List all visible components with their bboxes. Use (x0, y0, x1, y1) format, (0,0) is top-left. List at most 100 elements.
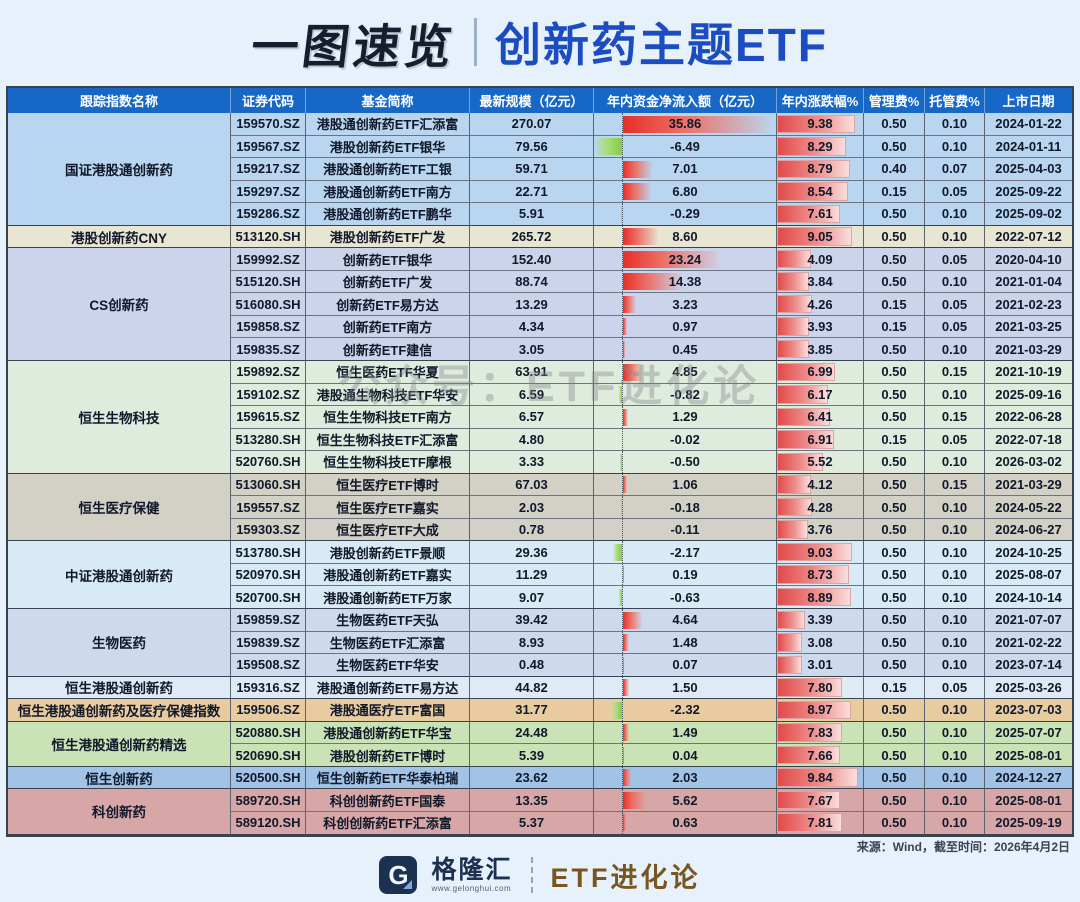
cell-value: 0.50 (881, 657, 907, 673)
cell-mgmt-fee: 0.50 (864, 789, 925, 812)
cell-value: 2024-06-27 (995, 522, 1062, 538)
inflow-bar-positive (623, 656, 624, 674)
cell-value: 2023-07-14 (995, 657, 1062, 673)
cell-code: 159892.SZ (231, 361, 306, 384)
cell-change: 8.29 (777, 135, 864, 159)
cell-list-date: 2021-07-07 (985, 609, 1072, 632)
cell-change: 4.09 (777, 248, 864, 271)
cell-value: 2022-07-18 (995, 431, 1062, 447)
cell-code: 589120.SH (231, 811, 306, 835)
cell-value: 港股通创新药ETF南方 (323, 184, 452, 200)
change-bar (777, 542, 852, 562)
cell-value: 159286.SZ (236, 206, 300, 222)
cell-fund-name: 港股创新药ETF博时 (306, 744, 470, 767)
cell-custody-fee: 0.05 (925, 248, 985, 271)
cell-custody-fee: 0.10 (925, 609, 985, 632)
cell-inflow: 6.80 (594, 180, 777, 204)
cell-value: 2025-09-22 (995, 183, 1062, 199)
cell-code: 513120.SH (231, 225, 306, 249)
cell-value: 生物医药ETF华安 (336, 658, 439, 674)
inflow-baseline (622, 609, 623, 631)
cell-change: 7.83 (777, 721, 864, 745)
cell-scale: 0.78 (470, 518, 594, 542)
cell-mgmt-fee: 0.50 (864, 451, 925, 474)
cell-list-date: 2020-04-10 (985, 248, 1072, 271)
group-name-cell: 生物医药 (8, 609, 231, 677)
change-bar (777, 520, 809, 539)
cell-custody-fee: 0.15 (925, 406, 985, 429)
cell-value: 3.01 (807, 657, 833, 673)
cell-value: 0.50 (881, 634, 907, 650)
inflow-bar-positive (623, 724, 630, 742)
cell-mgmt-fee: 0.50 (864, 654, 925, 677)
cell-scale: 13.29 (470, 293, 594, 316)
header-cell-0: 跟踪指数名称 (8, 88, 231, 113)
cell-inflow: 0.45 (594, 338, 777, 362)
cell-value: 2025-09-16 (995, 386, 1062, 402)
cell-list-date: 2022-07-12 (985, 225, 1072, 249)
cell-list-date: 2025-08-01 (985, 789, 1072, 812)
cell-code: 513280.SH (231, 428, 306, 452)
cell-list-date: 2024-10-14 (985, 586, 1072, 610)
cell-list-date: 2023-07-14 (985, 654, 1072, 677)
cell-value: 恒生生物科技ETF南方 (323, 410, 452, 426)
cell-value: 2025-08-01 (995, 792, 1062, 808)
inflow-baseline (622, 766, 623, 789)
cell-value: 24.48 (515, 725, 548, 741)
cell-value: 恒生医疗ETF博时 (336, 478, 439, 494)
cell-custody-fee: 0.15 (925, 361, 985, 384)
cell-inflow: -0.11 (594, 518, 777, 542)
change-bar (777, 339, 809, 359)
title-subject: 创新药主题ETF (495, 19, 828, 71)
inflow-bar-negative (612, 701, 622, 719)
cell-code: 516080.SH (231, 293, 306, 316)
cell-inflow: -6.49 (594, 135, 777, 159)
cell-code: 589720.SH (231, 789, 306, 812)
cell-value: 6.59 (518, 386, 545, 402)
change-bar (777, 159, 850, 179)
cell-code: 159992.SZ (231, 248, 306, 271)
cell-code: 159508.SZ (231, 654, 306, 677)
cell-value: 0.04 (672, 747, 698, 763)
cell-code: 159567.SZ (231, 135, 306, 159)
change-bar (777, 723, 842, 742)
cell-value: 4.26 (807, 296, 833, 312)
cell-mgmt-fee: 0.40 (864, 158, 925, 181)
cell-value: 0.05 (941, 431, 968, 447)
cell-change: 7.81 (777, 811, 864, 835)
cell-value: 9.05 (807, 229, 833, 244)
cell-inflow: -0.82 (594, 383, 777, 407)
cell-value: 2021-01-04 (995, 274, 1062, 290)
change-bar (777, 587, 851, 607)
header-cell-1: 证券代码 (231, 88, 306, 113)
cell-inflow: 8.60 (594, 225, 777, 249)
cell-value: 0.50 (881, 409, 907, 425)
cell-fund-name: 恒生生物科技ETF南方 (306, 406, 470, 429)
cell-mgmt-fee: 0.50 (864, 113, 925, 136)
cell-value: 35.86 (668, 116, 702, 132)
cell-fund-name: 科创创新药ETF国泰 (306, 789, 470, 812)
cell-value: 恒生生物科技ETF摩根 (323, 455, 452, 471)
cell-scale: 5.37 (470, 811, 594, 835)
table-header-row: 跟踪指数名称 证券代码 基金简称 最新规模（亿元） 年内资金净流入额（亿元） 年内涨跌幅%… (8, 88, 1072, 113)
cell-code: 159506.SZ (231, 699, 306, 722)
cell-value: 创新药ETF南方 (342, 320, 433, 336)
cell-list-date: 2021-01-04 (985, 270, 1072, 294)
cell-value: 2025-08-01 (995, 747, 1062, 763)
cell-list-date: 2026-03-02 (985, 451, 1072, 474)
cell-value: 0.40 (881, 161, 907, 177)
cell-fund-name: 创新药ETF建信 (306, 338, 470, 362)
change-bar (777, 317, 810, 336)
cell-value: 0.10 (941, 702, 968, 718)
cell-value: 恒生创新药 (85, 771, 153, 787)
cell-value: 589720.SH (235, 792, 301, 808)
cell-scale: 63.91 (470, 361, 594, 384)
inflow-bar-negative (621, 498, 622, 516)
cell-mgmt-fee: 0.15 (864, 293, 925, 316)
cell-value: 9.03 (807, 544, 833, 560)
cell-code: 159316.SZ (231, 676, 306, 700)
cell-custody-fee: 0.10 (925, 270, 985, 294)
cell-code: 520880.SH (231, 721, 306, 745)
cell-value: 159858.SZ (236, 319, 300, 335)
cell-value: 0.10 (941, 770, 968, 786)
